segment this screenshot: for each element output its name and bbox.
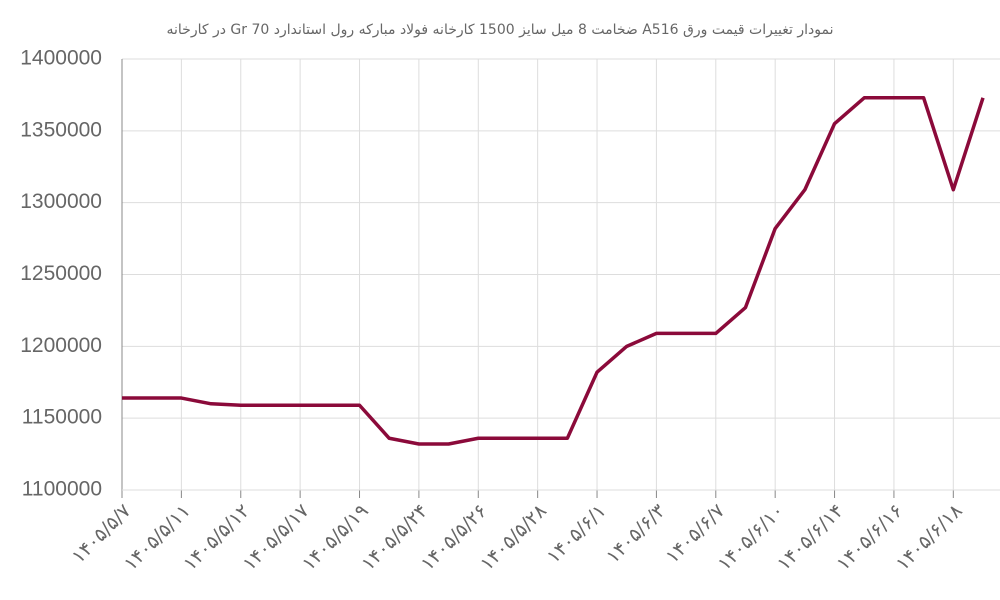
y-tick-label: 1250000 bbox=[20, 262, 102, 285]
x-tick-label: ۱۴۰۵/۶/۳ bbox=[602, 500, 670, 568]
y-tick-label: 1150000 bbox=[22, 406, 102, 429]
y-tick-label: 1350000 bbox=[20, 118, 102, 141]
y-tick-label: 1400000 bbox=[20, 47, 102, 70]
y-tick-label: 1100000 bbox=[22, 478, 102, 501]
line-series bbox=[122, 96, 985, 446]
y-tick-label: 1300000 bbox=[20, 190, 102, 213]
x-tick-label: ۱۴۰۵/۶/۱ bbox=[543, 500, 611, 568]
chart-title: نمودار تغییرات قیمت ورق A516 ضخامت 8 میل… bbox=[167, 22, 834, 38]
y-tick-label: 1200000 bbox=[20, 334, 102, 357]
